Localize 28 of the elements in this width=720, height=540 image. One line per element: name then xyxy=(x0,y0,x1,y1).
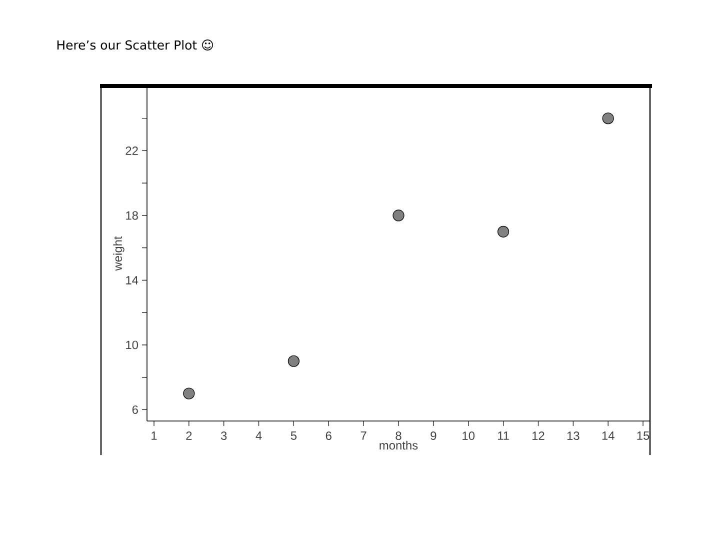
y-tick-label: 18 xyxy=(126,211,138,220)
x-tick-label: 12 xyxy=(532,432,544,440)
point xyxy=(288,355,300,367)
x-tick-label: 4 xyxy=(256,432,262,440)
x-tick-label: 2 xyxy=(186,432,192,440)
x-tick-label: 3 xyxy=(220,432,227,440)
x-tick-label: 5 xyxy=(290,432,297,440)
point xyxy=(602,112,614,124)
x-tick-label: 15 xyxy=(637,432,650,440)
x-tick-label: 10 xyxy=(462,432,475,440)
y-axis-title: weight xyxy=(113,236,124,271)
x-tick-label: 13 xyxy=(567,432,580,440)
point xyxy=(392,210,404,222)
x-axis-title: months xyxy=(380,440,418,450)
x-tick-label: 6 xyxy=(326,432,332,440)
chart-title: Here’s our Scatter Plot ☺ xyxy=(57,40,213,50)
x-tick-label: 1 xyxy=(152,432,157,440)
x-tick-label: 11 xyxy=(498,432,509,440)
x-tick-label: 8 xyxy=(396,432,402,440)
point xyxy=(183,388,195,400)
y-tick-label: 22 xyxy=(126,146,138,155)
point xyxy=(497,226,510,238)
y-tick-label: 6 xyxy=(132,405,138,414)
x-tick-label: 9 xyxy=(430,432,436,440)
x-tick-label: 7 xyxy=(360,432,366,440)
x-tick-label: 14 xyxy=(602,432,614,440)
y-tick-label: 10 xyxy=(126,340,138,350)
y-tick-label: 14 xyxy=(126,276,138,284)
